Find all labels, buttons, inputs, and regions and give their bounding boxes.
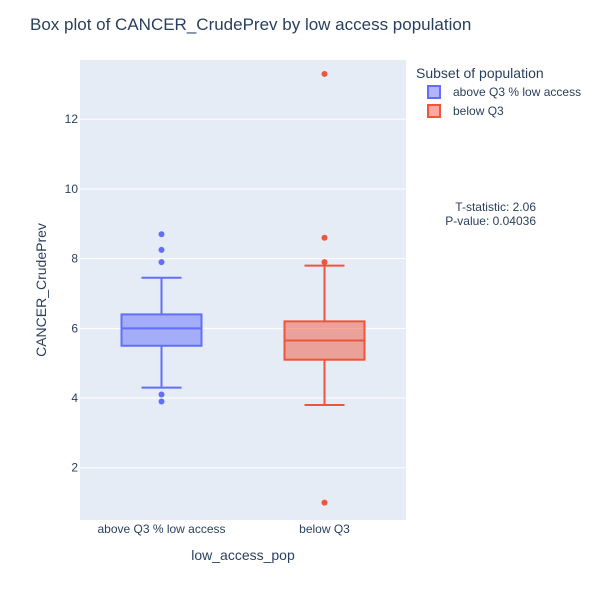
x-tick-labels: above Q3 % low access below Q3 <box>97 522 350 536</box>
outlier-point <box>158 398 165 405</box>
x-axis-label: low_access_pop <box>191 547 295 563</box>
outlier-point <box>321 70 328 77</box>
y-tick-label: 12 <box>65 112 79 126</box>
y-axis-label: CANCER_CrudePrev <box>33 223 49 357</box>
stats-annotation: T-statistic: 2.06 P-value: 0.04036 <box>445 200 536 228</box>
box-group <box>283 70 366 506</box>
p-value-text: P-value: 0.04036 <box>445 214 536 228</box>
legend-swatch <box>427 85 441 99</box>
outlier-point <box>158 259 165 266</box>
outlier-point <box>158 246 165 253</box>
box-iqr <box>120 313 203 347</box>
x-tick-label: below Q3 <box>299 522 350 536</box>
outlier-point <box>158 391 165 398</box>
legend-swatch <box>427 104 441 118</box>
legend: Subset of population above Q3 % low acce… <box>416 65 581 118</box>
outlier-point <box>321 499 328 506</box>
outlier-point <box>321 259 328 266</box>
x-tick-label: above Q3 % low access <box>97 522 225 536</box>
chart-title: Box plot of CANCER_CrudePrev by low acce… <box>30 15 471 34</box>
legend-title: Subset of population <box>416 65 544 81</box>
y-tick-labels: 2 4 6 8 10 12 <box>65 112 79 474</box>
boxes <box>120 70 366 506</box>
t-statistic-text: T-statistic: 2.06 <box>455 200 536 214</box>
legend-entry: above Q3 % low access <box>453 85 581 99</box>
outlier-point <box>158 231 165 238</box>
y-tick-label: 8 <box>71 252 78 266</box>
box-group <box>120 231 203 405</box>
y-tick-label: 6 <box>71 321 78 335</box>
y-tick-label: 2 <box>71 461 78 475</box>
y-tick-label: 4 <box>71 391 78 405</box>
outlier-point <box>321 234 328 241</box>
y-tick-label: 10 <box>65 182 79 196</box>
plot-area <box>80 60 406 520</box>
legend-entry: below Q3 <box>453 104 504 118</box>
